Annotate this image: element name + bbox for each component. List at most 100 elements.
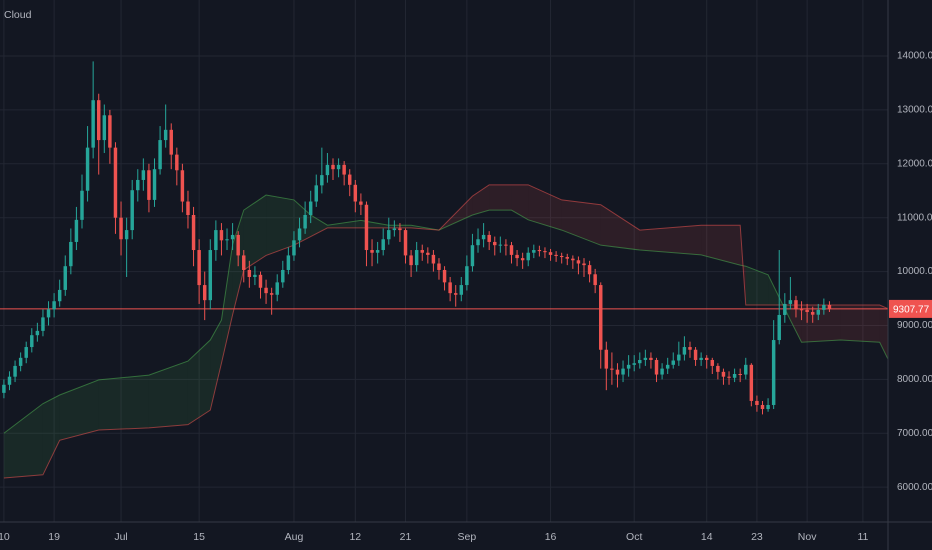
candle-body (437, 263, 441, 270)
candle-body (727, 376, 731, 378)
cloud-fill (243, 195, 267, 270)
candle-body (102, 115, 107, 141)
cloud-fill (3, 403, 43, 479)
candle-body (242, 255, 246, 270)
candle-body (208, 250, 213, 301)
candle-body (520, 258, 525, 261)
candles (0, 61, 888, 415)
candle-body (281, 269, 285, 283)
candle-body (175, 154, 179, 171)
candle-body (320, 175, 324, 186)
x-tick-label: 21 (400, 531, 412, 543)
candle-body (230, 234, 235, 240)
candle-body (610, 368, 614, 370)
y-tick-label: 10000.00 (897, 266, 932, 277)
candle-body (716, 365, 720, 372)
candle-body (35, 330, 40, 336)
candle-body (342, 164, 346, 175)
candle-body (136, 179, 140, 191)
x-tick-label: Nov (798, 531, 817, 543)
cloud-span (3, 194, 892, 434)
candle-body (414, 250, 419, 266)
candle-body (744, 364, 748, 375)
candle-body (403, 230, 408, 256)
candle-body (253, 274, 257, 277)
candle-body (197, 250, 201, 286)
candle-body (108, 115, 112, 148)
cloud-fill (210, 320, 222, 411)
candle-body (314, 185, 318, 202)
x-tick-label: 19 (48, 531, 60, 543)
candle-body (476, 239, 480, 246)
candle-body (375, 250, 380, 253)
x-tick-label: 15 (193, 531, 205, 543)
candle-body (225, 239, 229, 241)
candle-body (74, 219, 79, 242)
candle-body (80, 190, 84, 220)
candle-body (571, 258, 575, 261)
candle-body (771, 340, 776, 405)
cloud-fill (221, 244, 233, 364)
candle-body (219, 230, 224, 241)
candle-body (470, 245, 475, 267)
cloud-fill (327, 220, 361, 228)
candle-body (682, 347, 687, 355)
candle-body (85, 147, 90, 191)
candle-body (275, 282, 279, 295)
candle-body (348, 174, 352, 185)
cloud-fill (310, 214, 328, 237)
x-tick-label: Oct (626, 531, 642, 543)
candle-body (448, 282, 452, 294)
candle-body (398, 228, 402, 231)
x-tick-label: 10 (0, 531, 10, 543)
candle-body (119, 217, 123, 240)
candle-body (599, 285, 603, 350)
candle-body (364, 204, 369, 251)
candle-body (710, 359, 715, 366)
candle-body (236, 234, 240, 256)
y-tick-label: 8000.00 (897, 374, 932, 385)
candle-body (214, 230, 218, 251)
y-tick-label: 6000.00 (897, 482, 932, 493)
candle-body (677, 354, 681, 361)
candle-body (41, 317, 45, 331)
candle-body (799, 309, 804, 311)
candle-body (130, 190, 134, 231)
candle-body (755, 400, 759, 405)
candle-body (331, 164, 335, 170)
candle-body (63, 266, 67, 290)
candle-body (504, 244, 508, 246)
x-tick-label: 16 (545, 531, 557, 543)
candle-body (191, 214, 196, 251)
candle-body (442, 269, 447, 283)
candle-body (621, 368, 625, 375)
candle-body (805, 309, 809, 313)
candle-body (57, 289, 62, 302)
candle-body (387, 230, 391, 240)
candle-body (509, 245, 514, 255)
candle-body (18, 357, 23, 366)
candle-body (96, 100, 101, 141)
candle-body (783, 303, 787, 315)
candle-body (7, 376, 12, 385)
candle-body (487, 234, 491, 242)
candle-body (303, 214, 307, 229)
candle-body (113, 147, 118, 218)
y-tick-label: 11000.00 (897, 212, 932, 223)
candle-body (565, 257, 570, 259)
candle-body (822, 305, 826, 310)
candle-body (721, 371, 726, 377)
candle-body (688, 347, 692, 350)
candle-body (30, 335, 34, 348)
cloud-span (3, 184, 891, 479)
chart-title: Cloud (4, 9, 32, 21)
candle-body (537, 250, 542, 252)
cloud-fill (511, 184, 529, 220)
candle-body (292, 240, 296, 256)
candle-body (738, 373, 742, 375)
candle-body (481, 234, 486, 240)
x-tick-label: 14 (701, 531, 713, 543)
y-tick-label: 9000.00 (897, 320, 932, 331)
